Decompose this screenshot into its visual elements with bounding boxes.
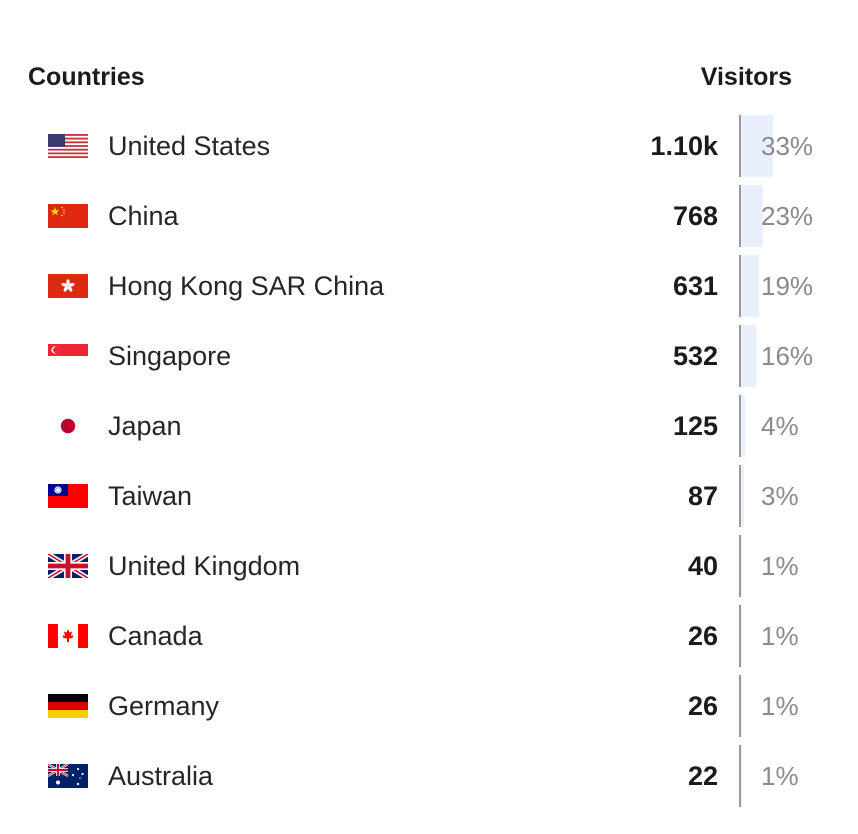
visitor-percent: 1%: [761, 691, 799, 721]
country-name: Canada: [108, 621, 203, 651]
visitor-count: 532: [672, 341, 718, 371]
country-row-japan[interactable]: Japan 125 4%: [0, 391, 858, 461]
bar-divider: [739, 465, 741, 527]
bar-divider: [739, 115, 741, 177]
country-row-singapore[interactable]: Singapore 532 16%: [0, 321, 858, 391]
table-header: Countries Visitors: [28, 60, 792, 94]
country-row-hong-kong[interactable]: Hong Kong SAR China 631 19%: [0, 251, 858, 321]
bar-divider: [739, 325, 741, 387]
visitor-count: 125: [672, 411, 718, 441]
countries-column-header[interactable]: Countries: [28, 63, 145, 91]
bar-divider: [739, 675, 741, 737]
country-name: Hong Kong SAR China: [108, 271, 385, 301]
visitor-percent: 1%: [761, 551, 799, 581]
visitor-count: 40: [687, 551, 718, 581]
country-row-china[interactable]: China 768 23%: [0, 181, 858, 251]
country-name: China: [108, 201, 179, 231]
bar-divider: [739, 255, 741, 317]
countries-list: United States 1.10k 33% China 768 23%: [0, 111, 858, 811]
hk-flag-icon: [48, 274, 88, 298]
visitor-count: 631: [672, 271, 718, 301]
visitor-percent: 19%: [761, 271, 814, 301]
cn-flag-icon: [48, 204, 88, 228]
visitor-count: 1.10k: [650, 131, 718, 161]
share-bar: [741, 185, 763, 247]
country-name: Taiwan: [108, 481, 193, 511]
share-bar: [741, 465, 744, 527]
share-bar: [741, 395, 745, 457]
visitor-count: 22: [687, 761, 718, 791]
country-name: United Kingdom: [108, 551, 301, 581]
country-row-united-states[interactable]: United States 1.10k 33%: [0, 111, 858, 181]
visitor-percent: 1%: [761, 621, 799, 651]
visitor-percent: 23%: [761, 201, 814, 231]
share-bar: [741, 325, 756, 387]
share-bar: [741, 605, 742, 667]
tw-flag-icon: [48, 484, 88, 508]
country-row-australia[interactable]: Australia 22 1%: [0, 741, 858, 811]
country-name: Germany: [108, 691, 220, 721]
bar-divider: [739, 535, 741, 597]
visitor-percent: 3%: [761, 481, 799, 511]
visitor-percent: 33%: [761, 131, 814, 161]
visitor-count: 26: [687, 691, 718, 721]
au-flag-icon: [48, 764, 88, 788]
share-bar: [741, 115, 773, 177]
visitor-percent: 4%: [761, 411, 799, 441]
jp-flag-icon: [48, 414, 88, 438]
ca-flag-icon: [48, 624, 88, 648]
visitor-percent: 16%: [761, 341, 814, 371]
country-row-canada[interactable]: Canada 26 1%: [0, 601, 858, 671]
visitor-count: 768: [672, 201, 718, 231]
country-name: Singapore: [108, 341, 232, 371]
gb-flag-icon: [48, 554, 88, 578]
visitor-count: 26: [687, 621, 718, 651]
bar-divider: [739, 185, 741, 247]
share-bar: [741, 675, 742, 737]
bar-divider: [739, 395, 741, 457]
country-row-taiwan[interactable]: Taiwan 87 3%: [0, 461, 858, 531]
sg-flag-icon: [48, 344, 88, 368]
country-row-united-kingdom[interactable]: United Kingdom 40 1%: [0, 531, 858, 601]
country-name: Australia: [108, 761, 214, 791]
country-name: Japan: [108, 411, 182, 441]
bar-divider: [739, 605, 741, 667]
country-name: United States: [108, 131, 271, 161]
share-bar: [741, 255, 759, 317]
de-flag-icon: [48, 694, 88, 718]
bar-divider: [739, 745, 741, 807]
share-bar: [741, 745, 742, 807]
visitors-column-header[interactable]: Visitors: [700, 63, 792, 91]
country-row-germany[interactable]: Germany 26 1%: [0, 671, 858, 741]
visitor-percent: 1%: [761, 761, 799, 791]
visitor-count: 87: [687, 481, 718, 511]
us-flag-icon: [48, 134, 88, 158]
share-bar: [741, 535, 742, 597]
